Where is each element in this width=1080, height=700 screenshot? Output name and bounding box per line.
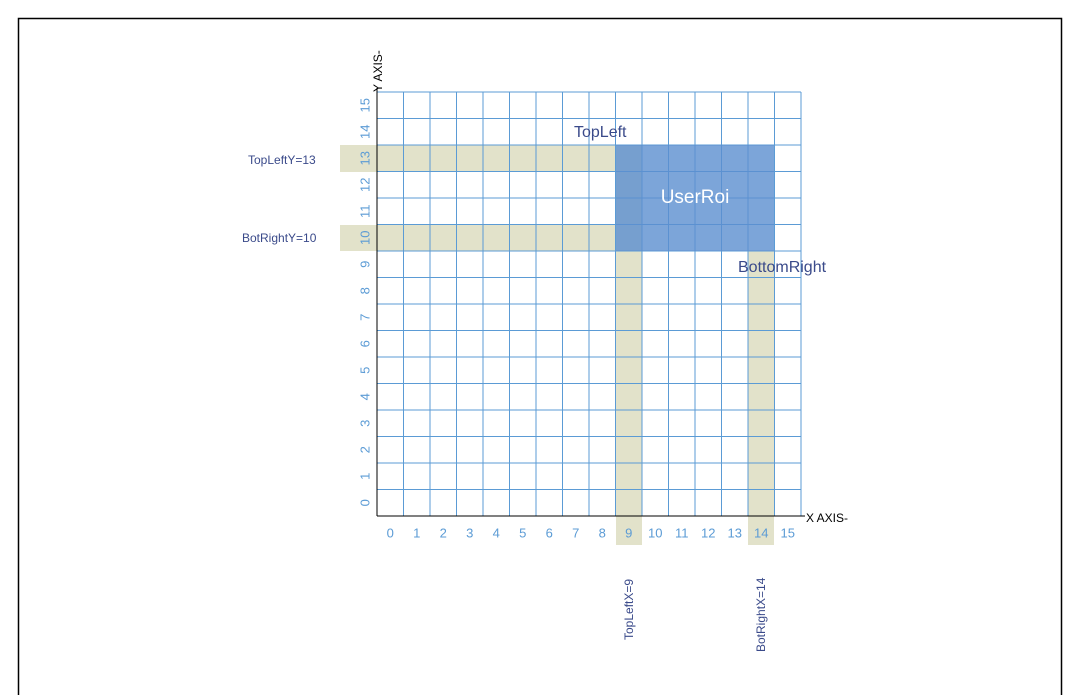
y-tick-label: 2: [357, 446, 372, 453]
frame: [17, 17, 1063, 700]
y-tick-label: 9: [357, 261, 372, 268]
x-tick-label: 2: [440, 525, 447, 540]
y-tick-label: 3: [357, 420, 372, 427]
y-tick-label: 13: [357, 151, 372, 165]
x-axis-label: X AXIS-: [806, 511, 848, 525]
x-tick-label: 10: [648, 525, 662, 540]
user-roi: [616, 145, 774, 251]
x-tick-label: 8: [599, 525, 606, 540]
band: [748, 251, 774, 545]
marker-label: TopLeftY=13: [248, 153, 316, 167]
x-tick-label: 11: [675, 525, 689, 540]
x-tick-label: 7: [572, 525, 579, 540]
x-tick-label: 3: [466, 525, 473, 540]
marker-label: TopLeftX=9: [622, 579, 636, 640]
marker-label: BotRightY=10: [242, 231, 317, 245]
x-tick-label: 13: [728, 525, 742, 540]
x-tick-label: 14: [754, 525, 768, 540]
y-tick-label: 6: [357, 340, 372, 347]
marker-label: BotRightX=14: [754, 577, 768, 652]
y-tick-label: 12: [357, 178, 372, 192]
y-tick-label: 0: [357, 499, 372, 506]
roi-label: UserRoi: [661, 187, 730, 208]
x-tick-label: 9: [625, 525, 632, 540]
y-tick-label: 5: [357, 367, 372, 374]
y-tick-label: 15: [357, 98, 372, 112]
y-tick-label: 14: [357, 125, 372, 139]
y-tick-label: 8: [357, 287, 372, 294]
y-tick-label: 4: [357, 393, 372, 400]
x-tick-label: 1: [413, 525, 420, 540]
y-tick-label: 10: [357, 231, 372, 245]
band: [340, 225, 616, 251]
x-tick-label: 15: [781, 525, 795, 540]
y-axis-label: Y AXIS-: [371, 50, 385, 92]
x-tick-label: 12: [701, 525, 715, 540]
x-tick-label: 4: [493, 525, 500, 540]
y-tick-label: 1: [357, 473, 372, 480]
highlight-bands: [340, 145, 774, 545]
x-tick-label: 6: [546, 525, 553, 540]
y-tick-label: 7: [357, 314, 372, 321]
y-tick-label: 11: [357, 205, 372, 219]
band: [340, 145, 616, 172]
top-left-label: TopLeft: [574, 124, 627, 141]
bottom-right-label: BottomRight: [738, 259, 827, 276]
x-tick-label: 5: [519, 525, 526, 540]
x-tick-label: 0: [387, 525, 394, 540]
